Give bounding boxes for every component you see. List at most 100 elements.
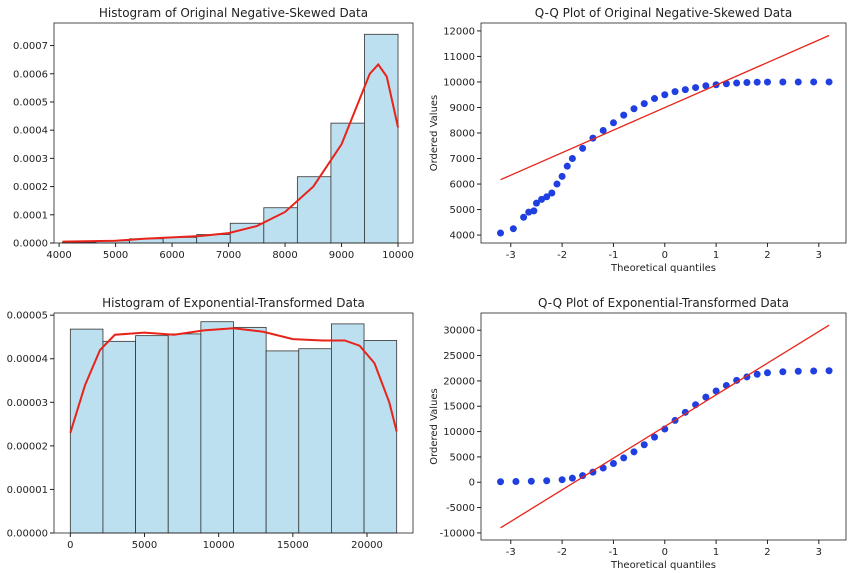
qq-point [794,367,802,375]
qq-point [579,144,587,152]
x-tick-label: -1 [608,547,618,558]
subplot-title: Q-Q Plot of Exponential-Transformed Data [538,296,789,310]
x-tick-label: 8000 [272,250,297,261]
y-tick-label: 11000 [443,52,475,63]
qq-point [558,476,566,484]
kde-line [62,62,400,243]
qq-point [520,213,528,221]
fit-line [500,34,830,181]
qq-point [651,433,659,441]
qq-point [640,441,648,449]
bar [200,321,234,534]
y-tick-label: 0.0006 [13,69,48,80]
y-tick-label: 7000 [450,154,475,165]
qq-point [543,193,551,201]
y-tick-label: 0.0005 [13,97,48,108]
y-tick-label: 25000 [443,351,475,362]
x-tick-label: -2 [557,250,567,261]
subplot-title: Histogram of Original Negative-Skewed Da… [99,6,368,20]
qq-point [692,84,700,92]
x-tick-label: 3 [816,547,822,558]
qq-point [568,155,576,163]
axes-frame [53,312,414,534]
y-tick-label: 4000 [450,231,475,242]
y-tick-label: 0.00003 [7,398,48,409]
y-tick-label: 0.0007 [13,41,48,52]
x-axis-label: Theoretical quantiles [610,560,716,571]
x-tick-label: 2 [764,250,770,261]
x-tick-label: 1 [713,547,719,558]
qq-point [753,78,761,86]
axes-frame [480,312,847,541]
bar [229,222,265,244]
qq-point [543,477,551,485]
bar [69,328,104,534]
x-tick-label: 6000 [159,250,184,261]
y-tick-label: 0 [469,478,475,489]
y-tick-label: 0.0002 [13,182,48,193]
x-tick-label: 15000 [277,540,309,551]
qq-point [763,78,771,86]
qq-point [532,199,540,207]
qq-point [579,472,587,480]
x-tick-label: 2 [764,547,770,558]
bar [265,350,300,534]
qq-point [609,459,617,467]
qq-point [743,78,751,86]
qq-point [810,78,818,86]
subplot-title: Q-Q Plot of Original Negative-Skewed Dat… [535,6,792,20]
qq-point [671,88,679,96]
qq-point [779,78,787,86]
y-tick-label: 0.00002 [7,441,48,452]
y-tick-label: -5000 [446,503,475,514]
y-tick-label: 8000 [450,129,475,140]
x-tick-label: 3 [816,250,822,261]
qq-point [651,95,659,103]
x-tick-label: 10000 [382,250,414,261]
qq-point [810,367,818,375]
qq-point [763,369,771,377]
x-tick-label: 5000 [103,250,128,261]
axes-frame [53,22,414,244]
qq-point [681,86,689,94]
qq-point [779,368,787,376]
y-tick-label: 9000 [450,103,475,114]
qq-point [512,477,520,485]
qq-point [825,367,833,375]
y-tick-label: 15000 [443,402,475,413]
y-tick-label: 0.00000 [7,529,48,540]
bar [102,340,136,534]
qq-point [599,126,607,134]
y-tick-label: 0.00001 [7,485,48,496]
x-tick-label: 0 [67,540,73,551]
qq-point [630,105,638,113]
y-axis-label: Ordered Values [429,95,440,172]
axes-frame [480,22,847,244]
y-tick-label: 0.0000 [13,239,48,250]
kde-line [69,327,398,434]
qq-point [558,172,566,180]
y-tick-label: 0.0001 [13,210,48,221]
x-tick-label: 9000 [329,250,354,261]
x-tick-label: 0 [662,250,668,261]
qq-point [568,474,576,482]
bar [167,333,202,534]
qq-point [553,180,561,188]
y-tick-label: 20000 [443,376,475,387]
x-tick-label: -3 [506,250,516,261]
y-tick-label: 0.00004 [7,354,48,365]
bar [263,207,298,244]
x-tick-label: 4000 [46,250,71,261]
x-axis-label: Theoretical quantiles [610,263,716,274]
x-tick-label: 20000 [351,540,383,551]
qq-point [497,478,505,486]
bar [363,340,398,534]
x-tick-label: 1 [713,250,719,261]
qq-point [509,225,517,233]
x-tick-label: -1 [608,250,618,261]
y-tick-label: 0.00005 [7,311,48,322]
x-tick-label: 7000 [216,250,241,261]
subplot-title: Histogram of Exponential-Transformed Dat… [102,296,365,310]
x-tick-label: -3 [506,547,516,558]
